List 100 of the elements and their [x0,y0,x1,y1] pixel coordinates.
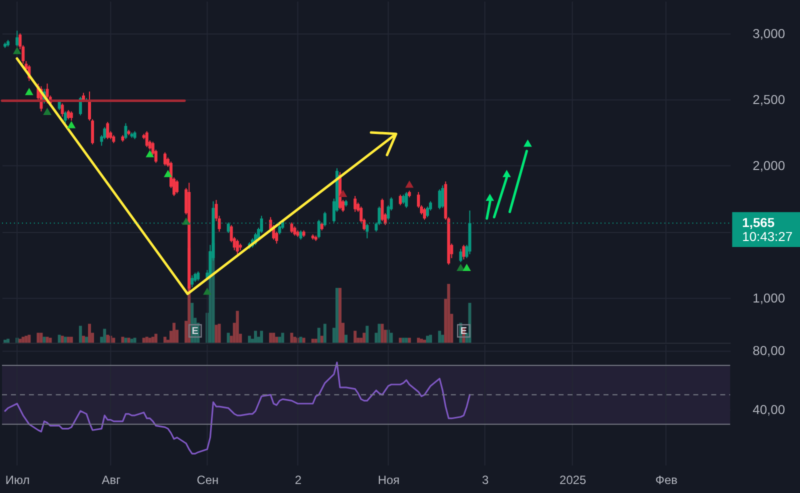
bar [112,338,116,343]
bar [130,338,134,343]
candlestick [66,110,70,120]
bar [398,338,402,343]
candlestick [438,188,442,210]
bar [420,338,423,343]
x-tick-label: Ноя [378,472,400,487]
bar [290,332,294,343]
x-tick-label: Июл [5,472,30,487]
text: 10:43:27 [742,229,793,244]
candlestick [236,239,239,255]
bar [260,330,264,343]
bar [70,336,73,343]
bar [366,326,369,343]
candlestick [163,152,166,166]
candlestick [124,122,128,140]
point [203,288,212,295]
point [43,108,52,115]
bar [441,334,444,343]
bar [121,336,124,343]
y-tick-label: 40,00 [752,402,786,418]
candlestick [70,110,73,122]
bar [60,336,64,343]
point [338,190,348,197]
bar [344,334,348,343]
candlestick [176,180,179,194]
bar [299,336,302,343]
candlestick [190,274,194,288]
bar [142,338,146,343]
x-tick-label: Сен [196,472,219,487]
annotation: E [192,326,199,337]
bar [311,338,314,343]
bar [314,338,318,343]
bar [40,332,43,343]
bar [18,338,22,343]
bar [254,330,257,343]
x-tick-label: Фев [655,472,678,487]
bar [272,332,276,343]
bar [124,338,128,343]
bar [269,332,272,343]
bar [404,338,408,343]
y-tick-label: 1,000 [752,290,786,306]
bar [275,336,278,343]
candlestick [196,270,200,282]
x-tick-label: 2025 [560,472,587,487]
candlestick [354,195,357,212]
point [502,170,511,178]
bar [362,332,366,343]
bar [172,322,176,343]
bar [438,330,442,343]
bar [78,326,82,343]
candlestick [64,110,67,124]
line-series [4,362,471,454]
bar [354,330,357,343]
x-tick-label: 2 [294,472,302,487]
candlestick [145,130,148,148]
bar [378,324,381,343]
x-tick-label: Авг [102,472,122,487]
bar [408,338,411,343]
bar [380,324,384,343]
bar [106,334,110,343]
bar [151,336,154,343]
point [462,264,471,272]
y-tick-label: 80,00 [752,343,786,358]
point [67,120,76,128]
bar [127,338,130,343]
ref-line-label: 1,565 [742,215,775,230]
bar [317,328,320,343]
candlestick [106,121,110,140]
point [182,217,190,225]
bar [236,310,239,343]
bar [46,336,49,343]
y-tick-label: 3,000 [752,26,786,41]
candlestick [88,91,92,122]
x-tick-label: 3 [482,472,490,487]
bar [429,334,432,343]
bar [154,334,158,343]
candlestick [441,184,444,208]
bar [422,340,426,343]
bar [390,332,393,343]
bar [58,334,61,343]
bar [163,336,166,343]
candlestick [299,230,302,240]
bar [22,336,25,343]
bar [103,328,106,343]
candlestick [462,244,466,260]
bar [28,334,31,343]
bar [48,338,52,343]
point [524,139,532,147]
bar [320,336,324,343]
candlestick [422,207,426,220]
bar [218,324,221,343]
point [12,46,22,54]
bar [4,340,7,343]
bar [278,336,282,343]
bar [85,336,88,343]
point [456,264,465,272]
bar [66,336,70,343]
bar [36,332,40,343]
bar [64,336,67,343]
